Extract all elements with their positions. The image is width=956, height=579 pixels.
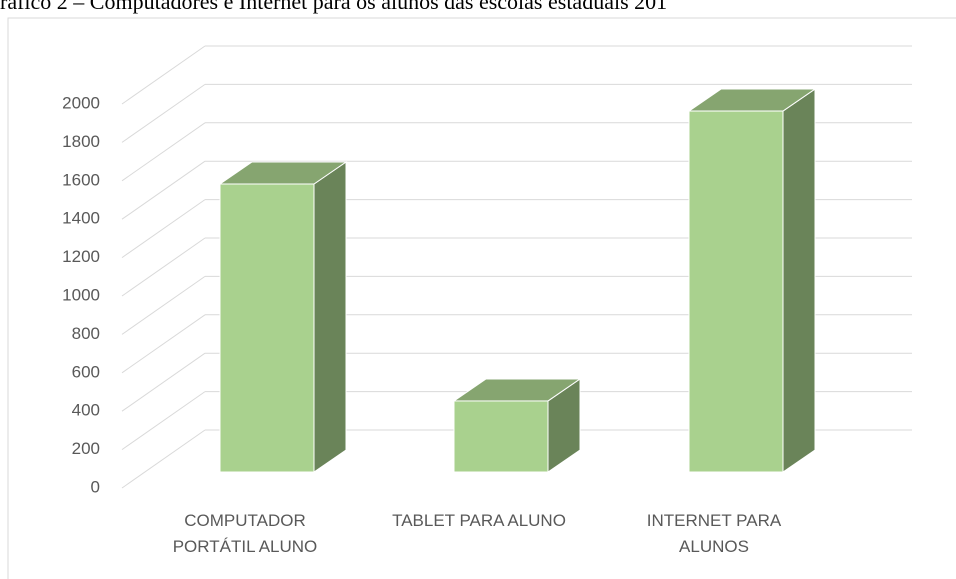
y-tick-label: 400 [72,401,100,420]
y-tick-label: 1400 [62,209,100,228]
grid-line-side [121,314,206,374]
grid-line-side [121,45,206,105]
y-tick-label: 1800 [62,132,100,151]
grid-line-side [121,352,206,412]
x-tick-label: COMPUTADOR PORTÁTIL ALUNO [172,511,318,556]
y-tick-label: 1200 [62,247,100,266]
x-tick-label: INTERNET PARA ALUNOS [646,511,782,556]
bar [219,183,315,473]
grid-line-side [121,237,206,297]
y-tick-label: 600 [72,362,100,381]
grid-line-side [121,160,206,220]
grid-line-side [121,275,206,335]
bar-side [782,88,816,473]
y-tick-label: 0 [91,477,100,496]
grid-line-side [121,391,206,451]
y-tick-label: 1600 [62,170,100,189]
bar [453,400,549,473]
grid-line-side [121,122,206,182]
y-tick-label: 200 [72,439,100,458]
grid-line-side [121,83,206,143]
y-tick-label: 800 [72,324,100,343]
grid-line-side [121,429,206,489]
bar [688,110,784,473]
x-tick-label: TABLET PARA ALUNO [392,511,566,530]
y-tick-label: 2000 [62,93,100,112]
bar-side [313,161,347,473]
y-tick-label: 1000 [62,285,100,304]
chart-title: ráfico 2 – Computadores e Internet para … [0,0,667,14]
grid-line-side [121,199,206,259]
title-band [0,0,956,16]
